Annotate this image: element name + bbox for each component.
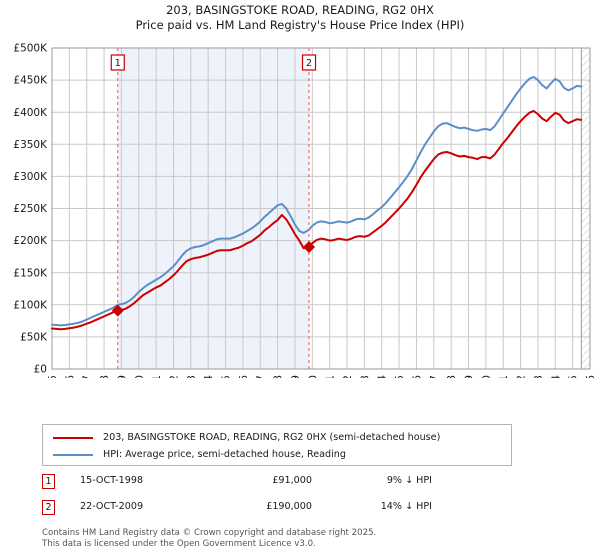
- transaction-date-1: 15-OCT-1998: [80, 475, 144, 486]
- svg-text:1997: 1997: [82, 375, 94, 378]
- svg-text:£250K: £250K: [13, 203, 48, 215]
- svg-text:£400K: £400K: [13, 107, 48, 119]
- svg-text:2000: 2000: [134, 375, 146, 378]
- legend-item-hpi: HPI: Average price, semi-detached house,…: [49, 446, 505, 463]
- svg-text:2016: 2016: [411, 375, 423, 378]
- svg-text:1: 1: [115, 58, 121, 69]
- transaction-hpi-delta-1: 9% ↓ HPI: [386, 475, 432, 486]
- legend-item-price-paid: 203, BASINGSTOKE ROAD, READING, RG2 0HX …: [49, 429, 505, 446]
- svg-text:2025: 2025: [568, 375, 580, 378]
- svg-text:2009: 2009: [290, 375, 302, 378]
- svg-text:1995: 1995: [47, 375, 59, 378]
- transaction-price-1: £91,000: [272, 475, 312, 486]
- svg-text:1999: 1999: [116, 375, 128, 378]
- svg-text:1998: 1998: [99, 375, 111, 378]
- svg-text:2002: 2002: [168, 375, 180, 378]
- svg-text:2005: 2005: [221, 375, 233, 378]
- svg-text:2026: 2026: [585, 375, 597, 378]
- svg-text:2011: 2011: [325, 375, 337, 378]
- legend-swatch-price-paid: [53, 436, 93, 439]
- svg-text:£150K: £150K: [13, 267, 48, 279]
- svg-text:2014: 2014: [377, 375, 389, 378]
- svg-text:£350K: £350K: [13, 139, 48, 151]
- footer-attribution: Contains HM Land Registry data © Crown c…: [42, 528, 582, 549]
- svg-text:2020: 2020: [481, 375, 493, 378]
- svg-text:2015: 2015: [394, 375, 406, 378]
- chart-plot-area: 1995 1996 1997 1998 1999 2000 2001 2002 2003 2004…: [0, 40, 600, 378]
- svg-text:£500K: £500K: [13, 43, 48, 55]
- svg-text:2012: 2012: [342, 375, 354, 378]
- svg-text:2019: 2019: [464, 375, 476, 378]
- svg-text:2018: 2018: [446, 375, 458, 378]
- table-row: 1 15-OCT-1998 £91,000 9% ↓ HPI: [42, 472, 512, 498]
- svg-text:2001: 2001: [151, 375, 163, 378]
- footer-line-2: This data is licensed under the Open Gov…: [42, 538, 316, 549]
- transaction-price-2: £190,000: [266, 501, 312, 512]
- transactions-table: 1 15-OCT-1998 £91,000 9% ↓ HPI 2 22-OCT-…: [42, 472, 512, 524]
- legend-label-price-paid: 203, BASINGSTOKE ROAD, READING, RG2 0HX …: [103, 432, 441, 443]
- transaction-badge-2: 2: [42, 500, 55, 515]
- svg-text:2007: 2007: [255, 375, 267, 378]
- svg-text:2010: 2010: [307, 375, 319, 378]
- svg-text:2003: 2003: [186, 375, 198, 378]
- legend-label-hpi: HPI: Average price, semi-detached house,…: [103, 449, 346, 460]
- svg-text:£200K: £200K: [13, 235, 48, 247]
- title-line-2: Price paid vs. HM Land Registry's House …: [135, 18, 465, 32]
- svg-text:£450K: £450K: [13, 75, 48, 87]
- svg-text:£0: £0: [34, 364, 47, 376]
- price-history-chart: 1995 1996 1997 1998 1999 2000 2001 2002 2003 2004…: [13, 43, 597, 378]
- svg-text:2: 2: [306, 58, 312, 69]
- svg-text:2008: 2008: [273, 375, 285, 378]
- svg-text:2021: 2021: [498, 375, 510, 378]
- footer-line-1: Contains HM Land Registry data © Crown c…: [42, 528, 377, 538]
- svg-text:£100K: £100K: [13, 299, 48, 311]
- svg-text:2017: 2017: [429, 375, 441, 378]
- svg-text:2006: 2006: [238, 375, 250, 378]
- transaction-badge-1: 1: [42, 474, 55, 489]
- title-line-1: 203, BASINGSTOKE ROAD, READING, RG2 0HX: [166, 3, 434, 17]
- svg-text:2004: 2004: [203, 375, 215, 378]
- svg-text:2022: 2022: [516, 375, 528, 378]
- svg-text:£50K: £50K: [20, 332, 48, 344]
- svg-text:2013: 2013: [359, 375, 371, 378]
- chart-title: 203, BASINGSTOKE ROAD, READING, RG2 0HX …: [0, 3, 600, 33]
- transaction-date-2: 22-OCT-2009: [80, 501, 144, 512]
- transaction-hpi-delta-2: 14% ↓ HPI: [380, 501, 432, 512]
- table-row: 2 22-OCT-2009 £190,000 14% ↓ HPI: [42, 498, 512, 524]
- chart-legend: 203, BASINGSTOKE ROAD, READING, RG2 0HX …: [42, 424, 512, 466]
- svg-text:1996: 1996: [64, 375, 76, 378]
- legend-swatch-hpi: [53, 453, 93, 456]
- svg-text:£300K: £300K: [13, 171, 48, 183]
- svg-text:2023: 2023: [533, 375, 545, 378]
- svg-text:2024: 2024: [550, 375, 562, 378]
